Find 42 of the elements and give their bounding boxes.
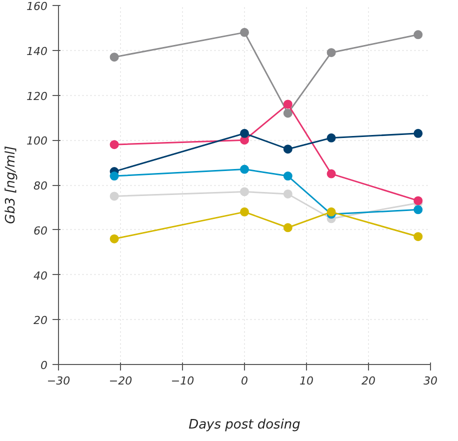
- point: [326, 169, 336, 178]
- x-tick-label: −10: [170, 374, 194, 388]
- point: [414, 205, 423, 214]
- point: [283, 189, 292, 198]
- x-tick-label: 0: [241, 374, 248, 388]
- point: [414, 30, 423, 40]
- point: [110, 192, 119, 201]
- y-tick-label: 100: [26, 134, 48, 148]
- point: [110, 140, 119, 150]
- point: [414, 128, 423, 138]
- y-tick-label: 140: [26, 44, 48, 58]
- point: [414, 232, 423, 242]
- point: [110, 52, 119, 62]
- y-tick-label: 120: [26, 90, 48, 103]
- y-tick-label: 0: [40, 359, 48, 372]
- x-tick-label: 20: [362, 374, 376, 388]
- y-tick-label: 60: [34, 224, 48, 238]
- y-tick-label: 160: [26, 0, 48, 13]
- point: [283, 100, 292, 109]
- x-tick-label: 30: [424, 374, 438, 388]
- point: [326, 207, 336, 216]
- x-tick-label: −20: [108, 374, 132, 388]
- point: [240, 164, 249, 174]
- point: [110, 234, 119, 244]
- point: [283, 172, 292, 181]
- x-axis-title: Days post dosing: [188, 418, 300, 432]
- point: [283, 223, 292, 232]
- y-axis-title: Gb3 [ng/ml]: [4, 146, 19, 224]
- x-tick-label: −30: [46, 374, 70, 388]
- x-tick-label: 10: [300, 374, 314, 388]
- point: [283, 144, 292, 154]
- point: [240, 128, 249, 138]
- point: [283, 108, 292, 118]
- point: [240, 207, 249, 216]
- point: [110, 172, 119, 181]
- y-tick-label: 40: [34, 269, 48, 282]
- y-tick-label: 20: [34, 314, 48, 328]
- y-tick-label: 80: [34, 180, 48, 192]
- point: [326, 133, 336, 142]
- point: [240, 187, 249, 196]
- point: [326, 48, 336, 58]
- point: [240, 28, 249, 37]
